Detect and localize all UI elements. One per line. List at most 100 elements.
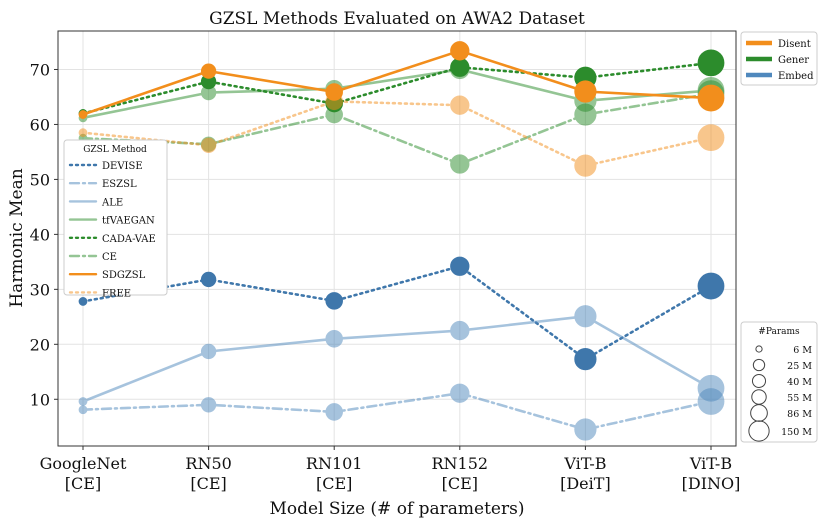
series-sdgzsl bbox=[78, 41, 725, 119]
x-tick-sublabel: [CE] bbox=[190, 474, 226, 493]
y-tick-label: 20 bbox=[30, 335, 50, 354]
x-tick-label: ViT-B bbox=[563, 454, 606, 473]
x-axis-label: Model Size (# of parameters) bbox=[270, 499, 525, 519]
data-point bbox=[200, 271, 217, 288]
data-point bbox=[697, 272, 725, 300]
legend-label: ESZSL bbox=[102, 179, 137, 190]
data-point bbox=[697, 124, 725, 152]
data-point bbox=[574, 305, 597, 328]
x-tick-label: ViT-B bbox=[689, 454, 732, 473]
data-point bbox=[697, 84, 725, 112]
size-label: 40 M bbox=[787, 377, 812, 388]
x-tick-sublabel: [CE] bbox=[316, 474, 352, 493]
data-point bbox=[78, 397, 88, 406]
group-label: Embed bbox=[778, 71, 814, 82]
data-point bbox=[78, 405, 88, 415]
series-free bbox=[78, 92, 725, 177]
size-label: 150 M bbox=[781, 427, 812, 438]
legend-label: DEVISE bbox=[102, 161, 143, 172]
method-legend-items: DEVISE ESZSL ALE tfVAEGAN CADA-VAE CE SDGZSL FR… bbox=[68, 161, 156, 299]
series-line-cada-vae bbox=[81, 61, 713, 115]
x-tick-sublabel: [DeiT] bbox=[560, 474, 611, 493]
method-legend: GZSL Method DEVISE ESZSL ALE tfVAEGAN CADA-V… bbox=[63, 139, 168, 299]
data-point bbox=[325, 92, 343, 111]
series-line-eszsl bbox=[81, 391, 713, 431]
series-ale bbox=[78, 305, 725, 406]
data-point bbox=[697, 49, 725, 77]
data-point bbox=[78, 297, 88, 306]
series-layer bbox=[78, 41, 725, 441]
size-legend: #Params 6 M 25 M 40 M 55 M 86 M 150 M bbox=[740, 321, 818, 443]
size-marker bbox=[751, 373, 767, 389]
y-axis-label: Harmonic Mean bbox=[7, 168, 27, 307]
data-point bbox=[78, 128, 88, 138]
size-legend-title: #Params bbox=[758, 327, 800, 337]
size-marker bbox=[752, 358, 766, 372]
series-eszsl bbox=[78, 383, 725, 441]
size-legend-items: 6 M 25 M 40 M 55 M 86 M 150 M bbox=[748, 345, 812, 442]
data-point bbox=[78, 110, 88, 119]
data-point bbox=[574, 103, 597, 126]
y-tick-label: 50 bbox=[30, 170, 50, 189]
axes: 10203040506070GoogleNet[CE]RN50[CE]RN101… bbox=[30, 60, 741, 493]
data-point bbox=[574, 418, 597, 441]
x-tick-label: GoogleNet bbox=[40, 454, 127, 473]
legend-label: SDGZSL bbox=[102, 270, 146, 281]
legend-label: CE bbox=[102, 252, 117, 263]
group-legend-items: Disent Gener Embed bbox=[746, 39, 814, 82]
data-point bbox=[200, 397, 217, 413]
data-point bbox=[450, 41, 470, 61]
data-point bbox=[450, 320, 470, 341]
data-point bbox=[450, 57, 470, 77]
legend-label: CADA-VAE bbox=[102, 234, 156, 245]
data-point bbox=[574, 348, 597, 371]
y-tick-label: 30 bbox=[30, 280, 50, 299]
data-point bbox=[574, 154, 597, 177]
y-tick-label: 60 bbox=[30, 115, 50, 134]
group-legend: Disent Gener Embed bbox=[740, 31, 818, 86]
data-point bbox=[200, 63, 217, 79]
data-point bbox=[697, 374, 725, 402]
plot-frame bbox=[57, 30, 737, 447]
series-line-ce bbox=[81, 92, 713, 166]
x-tick-sublabel: [CE] bbox=[442, 474, 478, 493]
data-point bbox=[325, 330, 343, 348]
series-line-devise bbox=[81, 264, 713, 361]
data-point bbox=[450, 95, 470, 115]
x-tick-sublabel: [DINO] bbox=[682, 474, 741, 493]
data-point bbox=[325, 292, 343, 310]
legend-label: tfVAEGAN bbox=[102, 216, 155, 227]
x-tick-label: RN50 bbox=[185, 454, 231, 473]
y-tick-label: 40 bbox=[30, 225, 50, 244]
data-point bbox=[450, 154, 470, 174]
chart-title: GZSL Methods Evaluated on AWA2 Dataset bbox=[209, 9, 585, 29]
size-marker bbox=[755, 345, 763, 353]
series-line-sdgzsl bbox=[81, 49, 713, 116]
y-tick-label: 70 bbox=[30, 60, 50, 79]
size-label: 6 M bbox=[793, 345, 812, 356]
x-tick-label: RN101 bbox=[306, 454, 363, 473]
data-point bbox=[200, 343, 217, 360]
series-line-tfvaegan bbox=[81, 68, 713, 120]
size-label: 86 M bbox=[787, 409, 812, 420]
size-label: 25 M bbox=[787, 361, 812, 372]
group-label: Gener bbox=[778, 55, 809, 66]
series-line-free bbox=[81, 100, 713, 167]
series-line-ale bbox=[81, 314, 713, 403]
x-tick-label: RN152 bbox=[432, 454, 489, 473]
size-label: 55 M bbox=[787, 393, 812, 404]
legend-label: ALE bbox=[101, 197, 123, 208]
method-legend-title: GZSL Method bbox=[83, 145, 147, 155]
data-point bbox=[200, 137, 217, 154]
series-devise bbox=[78, 256, 725, 371]
legend-label: FREE bbox=[102, 288, 131, 299]
size-marker bbox=[748, 420, 770, 442]
y-tick-label: 10 bbox=[30, 390, 50, 409]
data-point bbox=[574, 80, 597, 103]
x-tick-sublabel: [CE] bbox=[65, 474, 101, 493]
data-point bbox=[450, 256, 470, 276]
data-point bbox=[325, 403, 343, 421]
data-point bbox=[450, 383, 470, 403]
group-label: Disent bbox=[778, 39, 811, 50]
